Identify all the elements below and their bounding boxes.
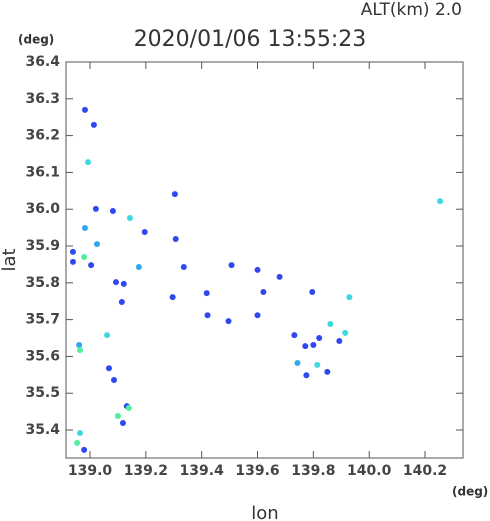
x-tick-label: 140.2 [403,463,447,479]
x-tick-label: 139.0 [68,463,113,479]
echo-point [141,229,148,236]
echo-point [180,263,187,270]
echo-point [336,337,343,344]
echo-point [314,361,321,368]
echo-point [92,205,99,212]
echo-point [88,262,95,269]
y-tick-label: 35.7 [25,312,60,328]
echo-point [171,191,178,198]
altitude-label: ALT(km) 2.0 [361,0,462,20]
echo-point [204,312,211,319]
echo-point [118,298,125,305]
echo-point [276,273,283,280]
echo-point [114,413,121,420]
y-unit: (deg) [18,33,54,47]
echo-point [225,318,232,325]
x-tick-label: 139.6 [235,463,279,479]
y-tick-label: 36.3 [25,91,60,107]
echo-point [172,236,179,243]
echo-point [74,439,81,446]
y-tick-label: 35.5 [25,385,60,401]
echo-point [81,224,88,231]
x-tick-label: 139.4 [180,463,225,479]
y-tick-label: 36.4 [25,54,60,70]
echo-point [260,289,267,296]
echo-point [310,342,317,349]
echo-point [126,215,133,222]
echo-point [112,279,119,286]
echo-point [81,446,88,453]
echo-point [111,376,118,383]
echo-point [254,266,261,273]
echo-point [302,343,309,350]
y-tick-label: 35.4 [25,422,60,438]
x-tick-label: 139.8 [291,463,335,479]
echo-point [135,263,142,270]
x-unit: (deg) [452,485,488,499]
echo-point [324,368,331,375]
echo-point [346,294,353,301]
echo-point [228,262,235,269]
y-tick-label: 36.1 [25,164,60,180]
x-tick-label: 139.2 [124,463,168,479]
plot-frame [65,61,464,459]
echo-point [76,342,83,349]
echo-point [76,347,83,354]
echo-point [327,321,334,328]
echo-point [81,254,88,261]
chart-title: 2020/01/06 13:55:23 [134,27,367,52]
echo-point [342,329,349,336]
y-tick-label: 36.2 [25,128,60,144]
echo-point [69,258,76,265]
echo-point [303,372,310,379]
echo-point [81,106,88,113]
echo-point [291,332,298,339]
y-tick-label: 36.0 [25,201,60,217]
y-axis-label: lat [0,248,20,271]
echo-point [437,198,444,205]
y-tick-label: 35.9 [25,238,60,254]
x-axis-label: lon [251,503,278,521]
y-tick-label: 35.6 [25,348,60,364]
x-tick-label: 140.0 [347,463,392,479]
echo-point [105,365,112,372]
echo-point [254,312,261,319]
echo-point [169,294,176,301]
y-tick-label: 35.8 [25,275,60,291]
echo-point [125,404,132,411]
echo-point [93,241,100,248]
echo-point [85,159,92,166]
echo-point [203,290,210,297]
echo-point [119,420,126,427]
echo-point [90,121,97,128]
echo-point [76,429,83,436]
echo-point [104,332,111,339]
echo-point [120,280,127,287]
echo-point [294,360,301,367]
echo-point [309,289,316,296]
echo-point [109,208,116,215]
echo-point [69,248,76,255]
echo-point [316,335,323,342]
